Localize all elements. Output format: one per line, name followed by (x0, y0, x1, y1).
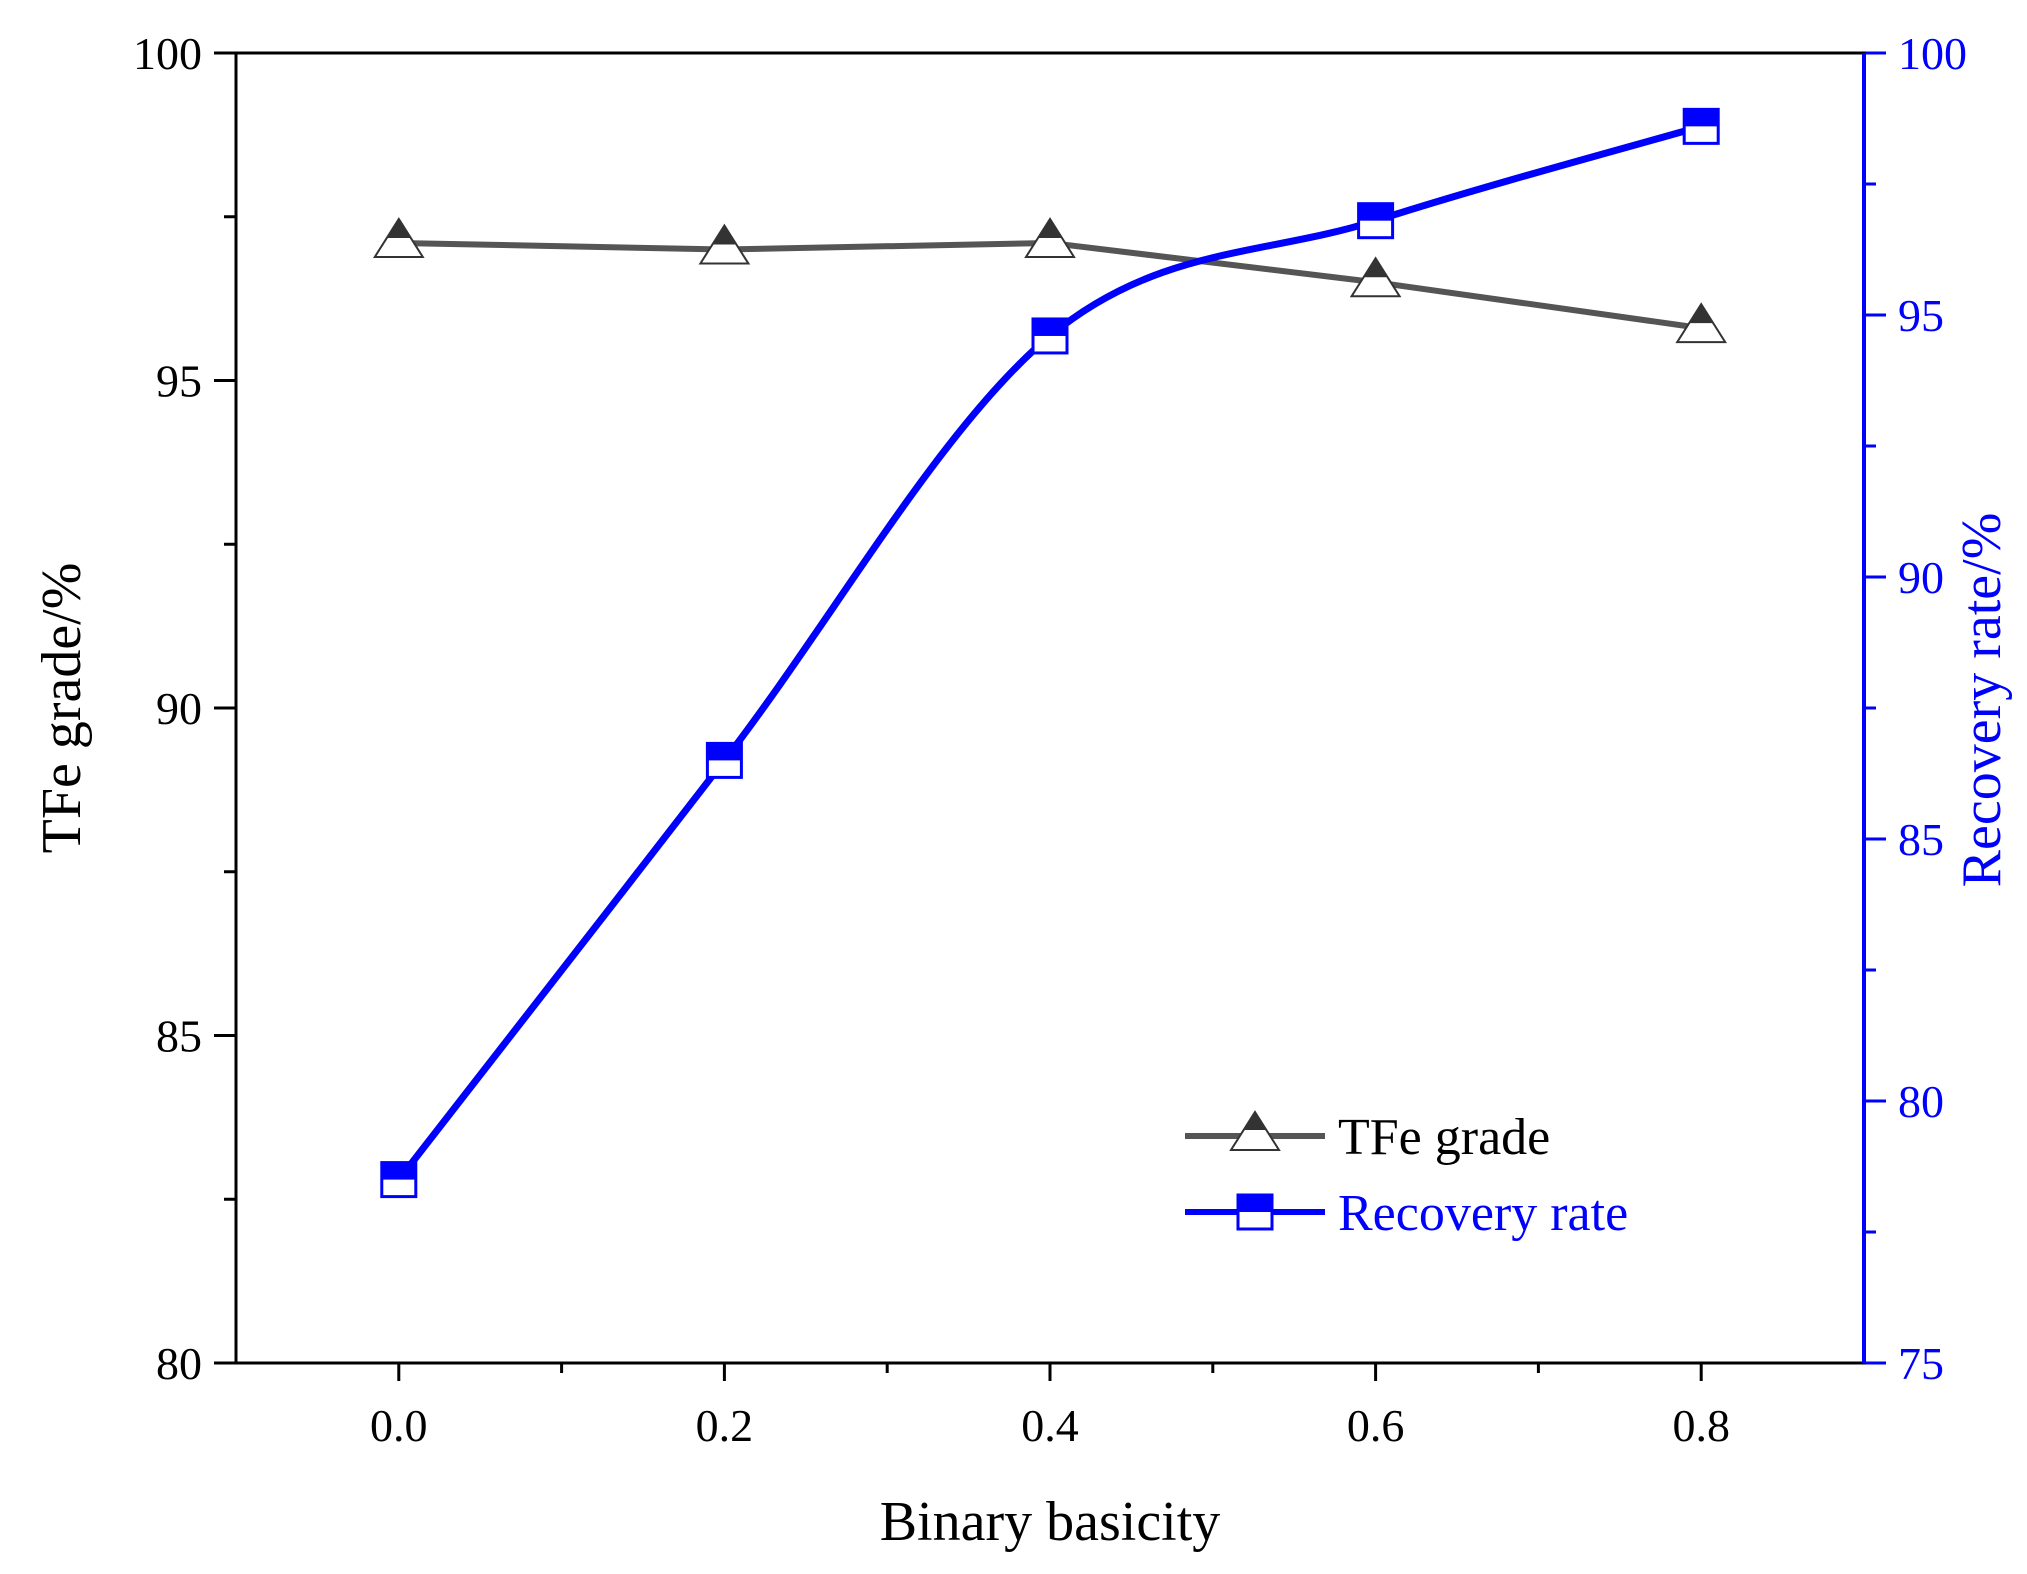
legend-label-tfe: TFe grade (1338, 1109, 1550, 1166)
legend-label-recovery: Recovery rate (1338, 1185, 1628, 1242)
x-axis-title: Binary basicity (880, 1491, 1221, 1553)
y-axis-right-title: Recovery rate/% (1951, 513, 2013, 888)
recovery-rate-point-fill (1358, 203, 1393, 221)
x-tick-label: 0.4 (1021, 1400, 1079, 1451)
y-right-tick-label: 90 (1898, 552, 1944, 603)
tfe-grade-point-fill (712, 225, 737, 245)
y-left-tick-label: 90 (156, 683, 202, 734)
labels-layer: 0.0 0.2 0.4 0.6 0.8 80 85 90 95 100 75 80 85 90 95 100 (133, 28, 1967, 1451)
tfe-grade-point (372, 217, 425, 258)
recovery-rate-point-fill (1033, 318, 1067, 336)
tfe-grade-point-fill (1038, 218, 1062, 238)
x-tick-label: 0.6 (1347, 1400, 1405, 1451)
y-left-tick-label: 95 (156, 356, 202, 407)
tfe-grade-point-fill (1689, 304, 1714, 324)
recovery-rate-point-fill (707, 743, 742, 761)
y-right-tick-label: 75 (1898, 1338, 1944, 1389)
y-right-tick-label: 95 (1898, 290, 1944, 341)
legend-marker-tfe-fill (1244, 1112, 1266, 1130)
series-layer (372, 107, 1728, 1199)
x-tick-label: 0.8 (1672, 1400, 1730, 1451)
y-right-tick-label: 80 (1898, 1076, 1944, 1127)
legend-marker-tfe (1229, 1110, 1281, 1151)
y-left-tick-label: 100 (133, 28, 202, 79)
tfe-grade-point (1024, 217, 1076, 258)
ticks-layer (214, 51, 1886, 1381)
x-tick-label: 0.2 (696, 1400, 754, 1451)
recovery-rate-point-fill (381, 1162, 416, 1180)
x-tick-label: 0.0 (370, 1400, 428, 1451)
y-right-tick-label: 100 (1898, 28, 1967, 79)
legend: TFe grade Recovery rate (1185, 1109, 1628, 1242)
y-right-tick-label: 85 (1898, 814, 1944, 865)
tfe-grade-point-fill (1363, 258, 1388, 278)
y-left-tick-label: 80 (156, 1338, 202, 1389)
y-left-tick-label: 85 (156, 1011, 202, 1062)
y-axis-left-title: TFe grade/% (31, 563, 93, 854)
recovery-rate-point-fill (1684, 109, 1719, 127)
tfe-grade-point-fill (386, 218, 411, 238)
legend-marker-recovery-fill (1238, 1195, 1272, 1212)
recovery-rate-line (395, 122, 1705, 1184)
